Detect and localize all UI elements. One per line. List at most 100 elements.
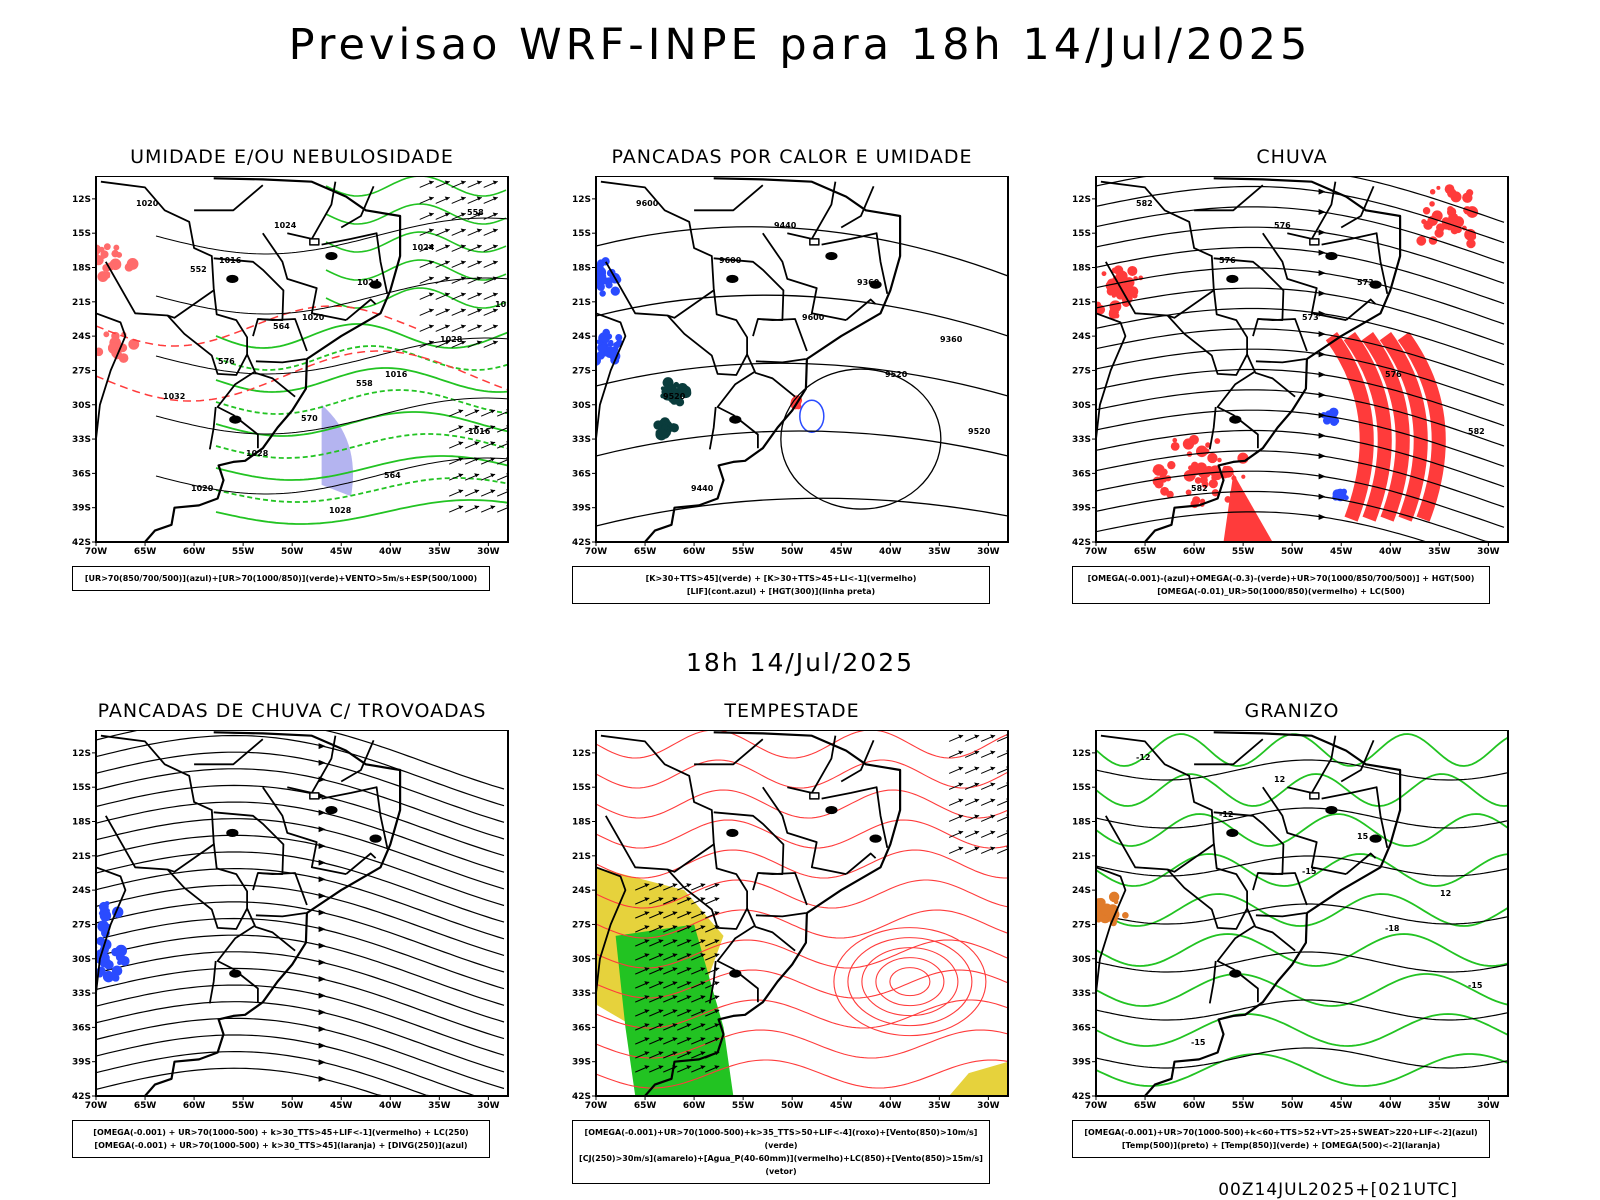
lat-tick-label: 21S: [1072, 852, 1091, 862]
lat-tick-label: 24S: [72, 886, 91, 896]
contour-label: 582: [1136, 199, 1153, 208]
lon-tick-label: 45W: [830, 1101, 853, 1111]
contour-label: 573: [1357, 278, 1374, 287]
lon-tick-label: 60W: [1183, 1101, 1206, 1111]
panel-legend: [UR>70(850/700/500)](azul)+[UR>70(1000/8…: [72, 566, 490, 591]
lat-tick-label: 18S: [1072, 818, 1091, 828]
lat-tick-label: 33S: [572, 435, 591, 445]
lat-tick-label: 36S: [572, 1023, 591, 1033]
lat-tick-label: 27S: [72, 366, 91, 376]
lat-tick-label: 12S: [572, 195, 591, 205]
lat-tick-label: 24S: [72, 332, 91, 342]
panel-granizo: GRANIZO -12 -12 -15 -18 -15 -15 12 15 12 12S 15S 18S…: [1072, 700, 1512, 1180]
contour-label: 1028: [440, 335, 463, 344]
contour-label: -15: [1468, 981, 1483, 990]
lat-tick-label: 12S: [1072, 195, 1091, 205]
lat-tick-label: 15S: [572, 783, 591, 793]
lat-tick-label: 18S: [72, 264, 91, 274]
lat-tick-label: 27S: [572, 920, 591, 930]
lon-tick-label: 45W: [1330, 547, 1353, 557]
contour-label: 576: [1274, 221, 1291, 230]
lat-tick-label: 24S: [572, 886, 591, 896]
run-timestamp: 00Z14JUL2025+[021UTC]: [1218, 1180, 1458, 1200]
lat-tick-label: 39S: [1072, 504, 1091, 514]
lat-tick-label: 18S: [1072, 264, 1091, 274]
lat-tick-label: 36S: [1072, 1023, 1091, 1033]
lon-tick-label: 35W: [928, 547, 951, 557]
lon-tick-label: 65W: [634, 1101, 657, 1111]
contour-label: 570: [301, 414, 318, 423]
contour-label: -15: [1302, 867, 1317, 876]
lon-tick-label: 40W: [379, 1101, 402, 1111]
panel-chuva: CHUVA 582 576 573 576 582 582 576 573 12S 15S 18S 21…: [1072, 146, 1512, 626]
lon-tick-label: 55W: [232, 1101, 255, 1111]
panel-legend: [K>30+TTS>45](verde) + [K>30+TTS>45+LI<-…: [572, 566, 990, 604]
lat-tick-label: 42S: [1072, 1092, 1091, 1102]
lat-tick-label: 15S: [72, 783, 91, 793]
lat-tick-label: 33S: [1072, 989, 1091, 999]
contour-label: 564: [384, 471, 401, 480]
lon-tick-label: 45W: [830, 547, 853, 557]
contour-label: 9440: [774, 221, 797, 230]
main-title: Previsao WRF-INPE para 18h 14/Jul/2025: [288, 20, 1312, 70]
lon-tick-label: 35W: [1428, 547, 1451, 557]
lon-tick-label: 35W: [928, 1101, 951, 1111]
lat-tick-label: 12S: [72, 749, 91, 759]
legend-line: [Temp(500)](preto) + [Temp(850)](verde) …: [1121, 1141, 1441, 1150]
forecast-map: 582 576 573 576 582 582 576 573 12S 15S 18S 21S 24S 2…: [1072, 176, 1509, 557]
contour-label: 9440: [691, 484, 714, 493]
contour-label: 558: [356, 379, 373, 388]
legend-line: [UR>70(850/700/500)](azul)+[UR>70(1000/8…: [84, 574, 478, 583]
contour-label: 564: [273, 322, 290, 331]
contour-label: 1020: [136, 199, 159, 208]
lon-tick-label: 60W: [683, 1101, 706, 1111]
lon-tick-label: 30W: [1477, 1101, 1500, 1111]
lon-tick-label: 40W: [1379, 547, 1402, 557]
lon-tick-label: 35W: [428, 547, 451, 557]
contour-label: -12: [1136, 753, 1150, 762]
legend-line: [CJ(250)>30m/s](amarelo)+[Agua_P(40-60mm…: [579, 1154, 983, 1176]
panel-legend: [OMEGA(-0.001)+UR>70(1000-500)+k>35_TTS>…: [572, 1120, 990, 1184]
contour-label: -18: [1385, 924, 1400, 933]
lon-tick-label: 65W: [134, 547, 157, 557]
panel-title: GRANIZO: [1244, 700, 1340, 722]
contour-label: 1016: [468, 427, 491, 436]
contour-label: 1032: [163, 392, 185, 401]
legend-line: [OMEGA(-0.001)+UR>70(1000-500)+k<60+TTS>…: [1084, 1128, 1478, 1137]
lon-tick-label: 45W: [330, 547, 353, 557]
contour-label: 9520: [663, 392, 686, 401]
lon-tick-label: 60W: [683, 547, 706, 557]
lat-tick-label: 42S: [72, 1092, 91, 1102]
lat-tick-label: 42S: [572, 538, 591, 548]
lon-tick-label: 60W: [1183, 547, 1206, 557]
lon-tick-label: 70W: [1085, 547, 1108, 557]
contour-label: 9360: [940, 335, 963, 344]
lat-tick-label: 12S: [572, 749, 591, 759]
lon-tick-label: 65W: [634, 547, 657, 557]
contour-label: 9600: [802, 313, 825, 322]
contour-label: 9360: [857, 278, 880, 287]
lat-tick-label: 18S: [72, 818, 91, 828]
contour-label: 1024: [412, 243, 435, 252]
lat-tick-label: 30S: [572, 955, 591, 965]
lat-tick-label: 12S: [1072, 749, 1091, 759]
lat-tick-label: 42S: [572, 1092, 591, 1102]
lat-tick-label: 27S: [1072, 920, 1091, 930]
contour-label: 1020: [191, 484, 214, 493]
lat-tick-label: 42S: [72, 538, 91, 548]
contour-label: 576: [1385, 370, 1402, 379]
panel-pancadas-calor: PANCADAS POR CALOR E UMIDADE 9600 9600 9600…: [572, 146, 1012, 626]
lat-tick-label: 21S: [72, 298, 91, 308]
lon-tick-label: 65W: [134, 1101, 157, 1111]
contour-label: 9600: [636, 199, 659, 208]
lat-tick-label: 36S: [72, 1023, 91, 1033]
lon-tick-label: 60W: [183, 547, 206, 557]
lon-tick-label: 50W: [1281, 547, 1304, 557]
legend-line: [OMEGA(-0.001) + UR>70(1000-500) + k>30_…: [93, 1128, 469, 1137]
lat-tick-label: 24S: [572, 332, 591, 342]
lon-tick-label: 40W: [379, 547, 402, 557]
lon-tick-label: 30W: [477, 1101, 500, 1111]
panel-legend: [OMEGA(-0.001) + UR>70(1000-500) + k>30_…: [72, 1120, 490, 1158]
lat-tick-label: 33S: [72, 989, 91, 999]
